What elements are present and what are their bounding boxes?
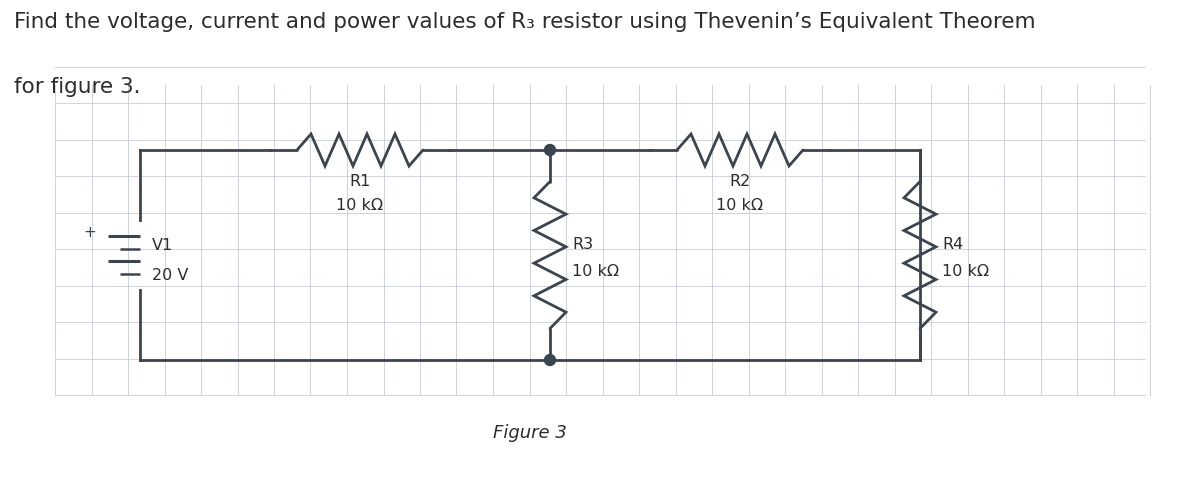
- Text: R1: R1: [349, 174, 371, 189]
- Text: for figure 3.: for figure 3.: [14, 77, 140, 97]
- Text: 20 V: 20 V: [152, 267, 188, 283]
- Text: 10 kΩ: 10 kΩ: [572, 264, 619, 280]
- Text: Find the voltage, current and power values of R₃ resistor using Thevenin’s Equiv: Find the voltage, current and power valu…: [14, 12, 1036, 32]
- Text: Figure 3: Figure 3: [493, 424, 566, 442]
- Circle shape: [545, 354, 556, 365]
- Text: 10 kΩ: 10 kΩ: [336, 198, 384, 213]
- Text: R4: R4: [942, 238, 964, 252]
- Text: +: +: [83, 225, 96, 240]
- Text: R2: R2: [730, 174, 751, 189]
- Text: 10 kΩ: 10 kΩ: [716, 198, 763, 213]
- Text: V1: V1: [152, 238, 173, 252]
- Circle shape: [545, 145, 556, 155]
- Text: 10 kΩ: 10 kΩ: [942, 264, 989, 280]
- Text: R3: R3: [572, 238, 593, 252]
